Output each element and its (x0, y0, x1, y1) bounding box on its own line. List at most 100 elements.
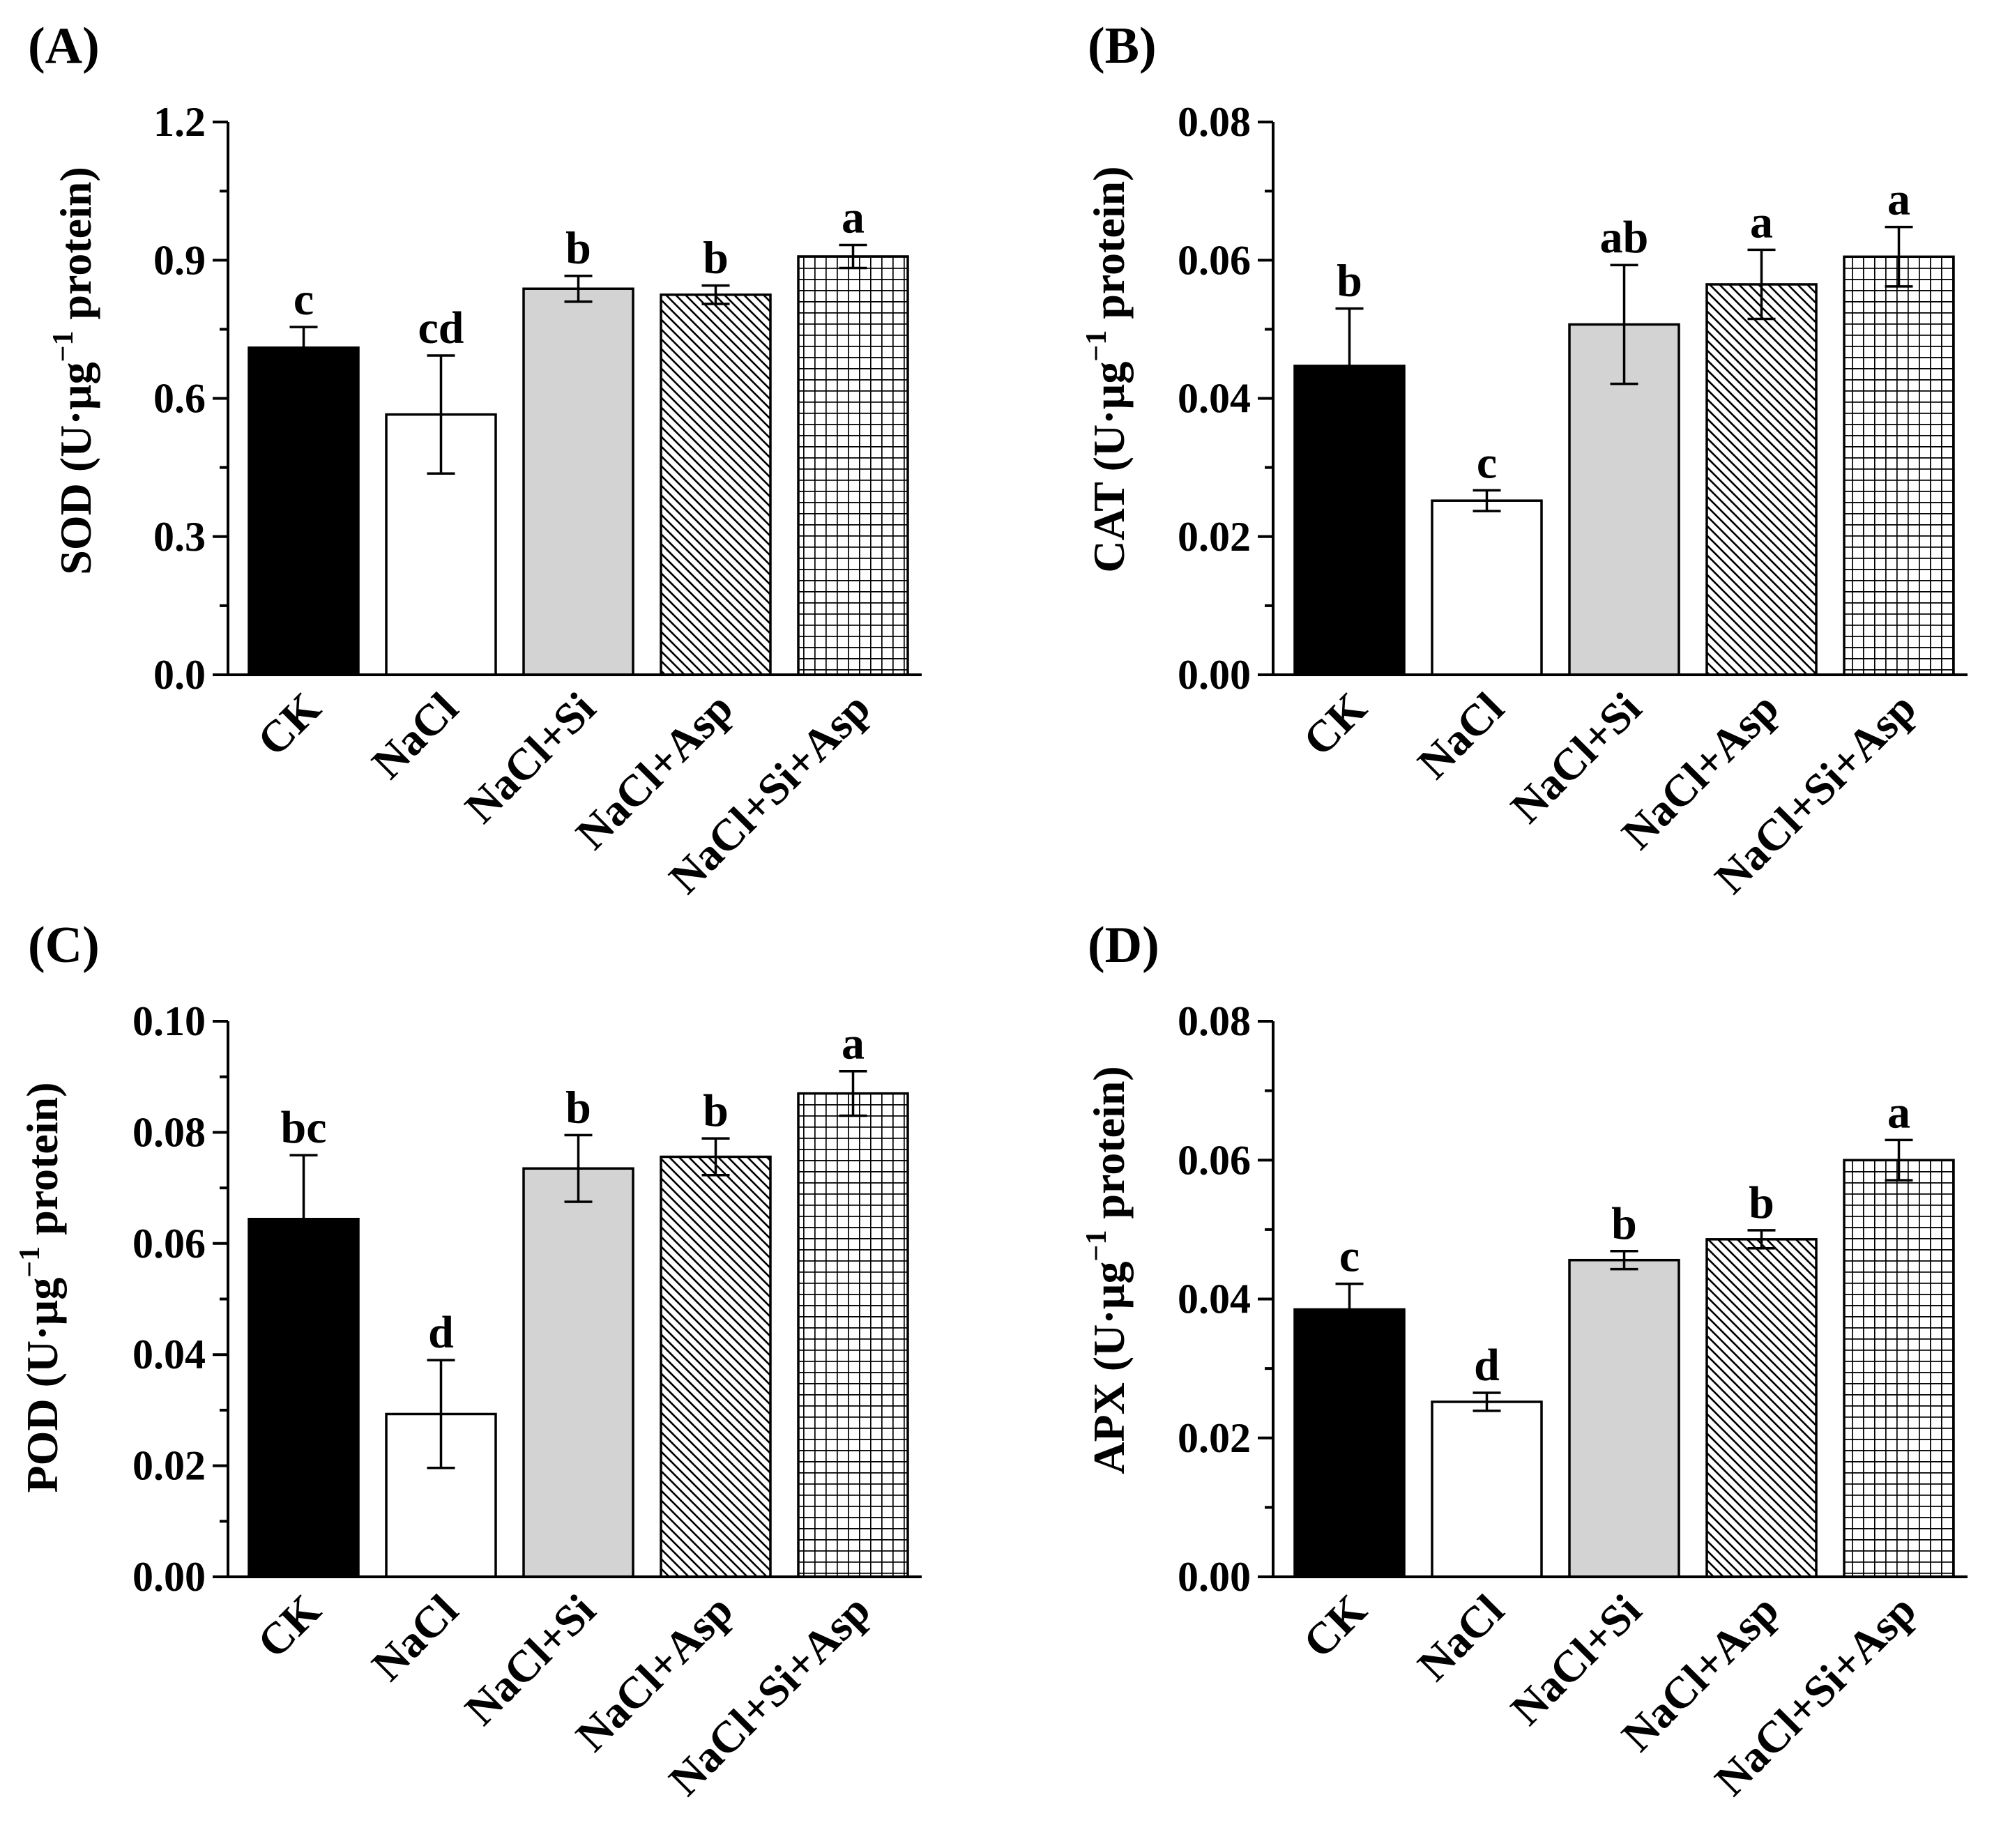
category-label-1: CK (248, 683, 330, 765)
y-tick-label-5: 0.08 (1178, 998, 1251, 1044)
panel-label: (B) (1088, 17, 1157, 75)
error-bar-4 (701, 284, 730, 305)
error-bar-4 (1747, 1229, 1776, 1250)
y-axis-title-main: CAT (U·µg (1084, 362, 1134, 573)
y-tick-label-4: 0.06 (1178, 1137, 1251, 1183)
y-axis-title: SOD (U·µg−1 protein) (47, 167, 100, 575)
error-bar-1 (1335, 307, 1364, 425)
error-bar-1 (1335, 1282, 1364, 1337)
panel-b: (B) CAT (U·µg−1 protein) bCKcNaClabNaCl+… (1081, 17, 1968, 903)
y-tick-label-3: 0.6 (153, 376, 206, 422)
y-tick-label-1: 0.00 (1178, 1554, 1251, 1600)
y-axis-title-group: APX (U·µg−1 protein) (1081, 1066, 1134, 1474)
significance-letter-1: bc (281, 1102, 327, 1153)
y-axis-title-unit: protein) (51, 167, 100, 330)
y-tick-label-3: 0.04 (1178, 376, 1251, 422)
error-bar-3 (564, 1133, 593, 1203)
category-label-1: CK (248, 1585, 330, 1667)
y-tick-label-3: 0.04 (1178, 1276, 1251, 1322)
significance-letter-1: c (294, 274, 314, 325)
significance-letter-4: a (1750, 197, 1773, 247)
category-label-2: NaCl (1408, 1585, 1514, 1690)
panel-c: (C) POD (U·µg−1 protein) bcCKdNaClbNaCl+… (14, 917, 922, 1805)
significance-letter-2: d (428, 1307, 454, 1358)
significance-letter-5: a (842, 192, 865, 243)
error-bar-5 (1885, 1138, 1913, 1182)
y-tick-label-2: 0.02 (132, 1443, 206, 1489)
y-tick-label-3: 0.04 (132, 1331, 206, 1377)
y-axis-title-unit: protein) (1084, 166, 1134, 330)
panel-a: (A) SOD (U·µg−1 protein) cCKcdNaClbNaCl+… (28, 17, 922, 903)
error-bar-1 (289, 326, 318, 370)
y-tick-label-4: 0.06 (1178, 237, 1251, 283)
significance-letter-1: c (1339, 1231, 1360, 1282)
y-tick-label-2: 0.02 (1178, 514, 1251, 560)
y-axis-title-superscript: −1 (47, 330, 79, 362)
error-bar-4 (1747, 248, 1776, 321)
significance-letter-2: cd (418, 303, 464, 353)
bar-4 (660, 293, 772, 676)
significance-letter-4: b (703, 233, 729, 284)
category-label-2: NaCl (1408, 683, 1514, 788)
y-tick-label-1: 0.00 (132, 1554, 206, 1600)
y-axis-title-unit: protein) (1084, 1066, 1134, 1230)
y-tick-label-2: 0.3 (153, 514, 206, 560)
y-axis-title-main: POD (U·µg (17, 1278, 67, 1493)
y-tick-label-4: 0.9 (153, 237, 206, 283)
bar-4 (1705, 1238, 1818, 1578)
category-label-2: NaCl (363, 1585, 468, 1690)
error-bar-3 (1610, 264, 1638, 385)
panel-label: (C) (28, 917, 100, 974)
bar-3 (522, 1167, 634, 1578)
bar-4 (1705, 283, 1818, 676)
y-tick-label-2: 0.02 (1178, 1415, 1251, 1461)
error-bar-2 (1473, 1391, 1501, 1412)
category-label-2: NaCl (363, 683, 468, 788)
panel-d: (D) APX (U·µg−1 protein) cCKdNaClbNaCl+S… (1081, 917, 1968, 1805)
bar-2 (1431, 1400, 1543, 1578)
bar-3 (522, 287, 634, 676)
y-tick-label-1: 0.0 (153, 652, 206, 698)
category-label-1: CK (1293, 683, 1376, 765)
y-axis-title-superscript: −1 (1081, 1230, 1113, 1262)
significance-letter-3: b (565, 223, 591, 274)
y-tick-label-5: 0.08 (132, 1109, 206, 1155)
error-bar-4 (701, 1137, 730, 1177)
significance-letter-3: b (1611, 1198, 1637, 1249)
bar-4 (660, 1155, 772, 1578)
y-axis-title-superscript: −1 (14, 1246, 46, 1278)
bar-1 (248, 346, 360, 676)
y-axis-title: APX (U·µg−1 protein) (1081, 1066, 1134, 1474)
panel-label: (A) (28, 17, 100, 75)
significance-letter-5: a (1887, 174, 1910, 225)
significance-letter-3: b (565, 1082, 591, 1133)
y-axis-title-main: SOD (U·µg (51, 362, 100, 574)
y-axis-title: POD (U·µg−1 protein) (14, 1082, 67, 1492)
y-tick-label-5: 0.08 (1178, 99, 1251, 145)
y-axis-title-group: CAT (U·µg−1 protein) (1081, 166, 1134, 572)
significance-letter-2: c (1477, 437, 1497, 488)
y-tick-label-1: 0.00 (1178, 652, 1251, 698)
error-bar-1 (289, 1154, 318, 1285)
error-bar-2 (1473, 489, 1501, 512)
significance-letter-5: a (842, 1018, 865, 1069)
significance-letter-4: b (703, 1085, 729, 1136)
panel-label: (D) (1088, 917, 1159, 974)
error-bar-5 (1885, 225, 1913, 288)
bar-5 (797, 1092, 909, 1578)
y-axis-title-group: POD (U·µg−1 protein) (14, 1082, 67, 1492)
error-bar-2 (427, 1359, 455, 1469)
error-bar-3 (1610, 1250, 1638, 1271)
bar-5 (797, 255, 909, 676)
y-axis-title-superscript: −1 (1081, 330, 1113, 362)
error-bar-3 (564, 274, 593, 303)
significance-letter-5: a (1887, 1087, 1910, 1138)
bar-3 (1568, 1258, 1680, 1578)
category-label-1: CK (1293, 1585, 1376, 1667)
significance-letter-3: ab (1600, 212, 1649, 263)
bar-1 (1293, 1308, 1406, 1578)
bar-5 (1843, 1159, 1955, 1578)
bar-5 (1843, 255, 1955, 676)
error-bar-5 (839, 243, 867, 270)
